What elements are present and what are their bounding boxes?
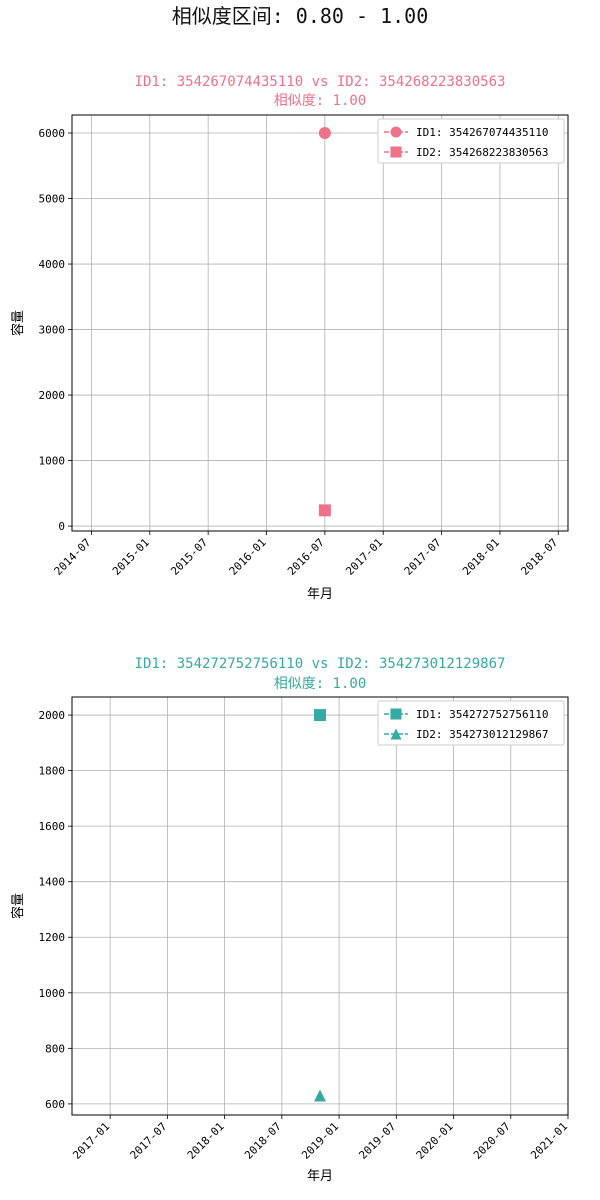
x-tick-label: 2017-07: [128, 1120, 170, 1162]
plot-frame: [71, 114, 569, 532]
y-tick-label: 600: [45, 1098, 65, 1111]
figure-title: 相似度区间: 0.80 - 1.00: [171, 4, 429, 28]
x-tick-label: 2017-01: [70, 1120, 112, 1162]
x-tick-label: 2015-01: [110, 536, 152, 578]
legend-box: [377, 700, 565, 746]
chart-1: ID1: 354267074435110 vs ID2: 35426822383…: [10, 74, 569, 602]
x-tick-label: 2020-01: [414, 1120, 456, 1162]
x-tick-label: 2016-01: [227, 536, 269, 578]
y-axis-label: 容量: [10, 893, 26, 919]
x-tick-label: 2020-07: [471, 1120, 513, 1162]
x-tick-label: 2014-07: [52, 536, 94, 578]
legend-label: ID1: 354267074435110: [416, 126, 548, 139]
y-tick-label: 1400: [39, 876, 66, 889]
x-tick-label: 2018-07: [518, 536, 560, 578]
legend-marker: [390, 708, 402, 720]
legend-marker: [390, 146, 402, 158]
x-tick-label: 2017-07: [402, 536, 444, 578]
legend-label: ID1: 354272752756110: [416, 708, 548, 721]
chart-subtitle: 相似度: 1.00: [274, 676, 367, 692]
y-tick-label: 1000: [39, 987, 66, 1000]
x-tick-label: 2016-07: [285, 536, 327, 578]
y-tick-label: 6000: [39, 127, 66, 140]
x-tick-label: 2021-01: [528, 1120, 570, 1162]
y-tick-label: 0: [58, 520, 65, 533]
y-tick-label: 1600: [39, 820, 66, 833]
chart-title: ID1: 354267074435110 vs ID2: 35426822383…: [135, 74, 506, 90]
legend-marker: [390, 728, 402, 740]
data-point-series-1: [318, 127, 331, 140]
x-tick-label: 2018-01: [460, 536, 502, 578]
legend-label: ID2: 354268223830563: [416, 146, 548, 159]
y-tick-label: 800: [45, 1042, 65, 1055]
legend-box: [377, 118, 565, 164]
legend-marker: [390, 126, 402, 138]
y-axis-label: 容量: [10, 310, 26, 336]
data-point-series-1: [314, 709, 326, 722]
x-tick-label: 2018-07: [242, 1120, 284, 1162]
chart-title: ID1: 354272752756110 vs ID2: 35427301212…: [135, 656, 506, 672]
x-tick-label: 2015-07: [168, 536, 210, 578]
chart-subtitle: 相似度: 1.00: [274, 93, 367, 109]
legend: ID1: 354267074435110 ID2: 354268223830563: [377, 118, 565, 164]
chart-2: ID1: 354272752756110 vs ID2: 35427301212…: [10, 656, 570, 1184]
legend-label: ID2: 354273012129867: [416, 728, 548, 741]
y-tick-label: 1800: [39, 765, 66, 778]
x-tick-label: 2019-07: [356, 1120, 398, 1162]
x-tick-label: 2018-01: [185, 1120, 227, 1162]
y-tick-label: 1000: [39, 455, 66, 468]
y-tick-label: 3000: [39, 324, 66, 337]
y-tick-label: 2000: [39, 389, 66, 402]
x-axis-label: 年月: [307, 1169, 333, 1184]
data-point-series-2: [318, 504, 331, 517]
y-tick-label: 2000: [39, 709, 66, 722]
legend: ID1: 354272752756110 ID2: 354273012129867: [377, 700, 565, 746]
x-tick-label: 2019-01: [299, 1120, 341, 1162]
y-tick-label: 4000: [39, 258, 66, 271]
plot-frame: [71, 696, 569, 1116]
data-point-series-2: [314, 1089, 326, 1102]
y-tick-label: 1200: [39, 931, 66, 944]
y-tick-label: 5000: [39, 193, 66, 206]
x-axis-label: 年月: [307, 587, 333, 602]
x-tick-label: 2017-01: [343, 536, 385, 578]
